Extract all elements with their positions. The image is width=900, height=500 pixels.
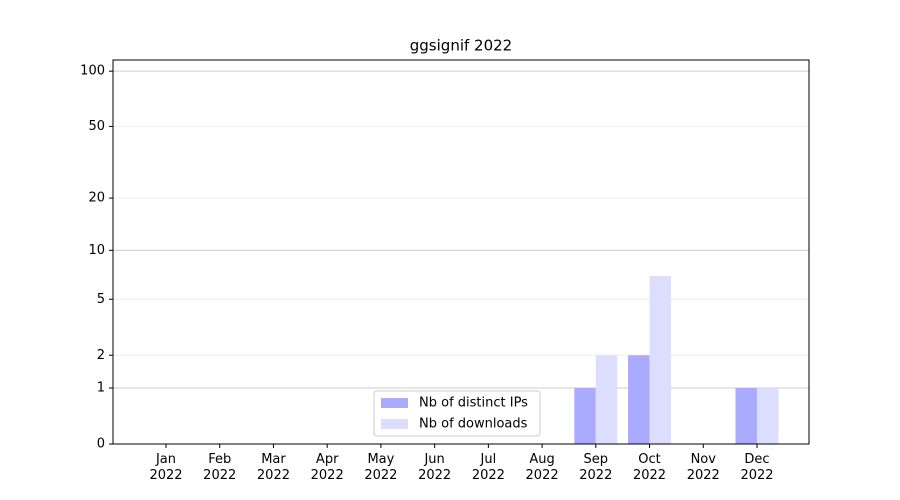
bar <box>595 355 618 444</box>
x-tick-label: Sep 2022 <box>579 452 613 483</box>
legend-label: Nb of distinct IPs <box>419 396 528 411</box>
x-tick-label: Nov 2022 <box>686 452 720 483</box>
y-tick-label: 1 <box>97 381 105 396</box>
plot-frame <box>112 59 810 445</box>
y-tick-label: 100 <box>80 64 105 79</box>
y-tick-label: 0 <box>97 437 105 452</box>
y-tick-label: 5 <box>97 292 105 307</box>
legend-box <box>373 390 541 437</box>
x-tick-label: Oct 2022 <box>632 452 667 483</box>
x-tick-label: Aug 2022 <box>525 452 559 483</box>
x-tick-label: Feb 2022 <box>203 452 237 483</box>
legend-label: Nb of downloads <box>419 417 528 432</box>
y-tick-label: 20 <box>88 191 105 206</box>
x-tick-label: Jul 2022 <box>471 452 505 483</box>
bar <box>628 355 650 444</box>
bar <box>735 388 757 444</box>
legend: Nb of distinct IPs Nb of downloads <box>373 390 541 437</box>
bar <box>649 276 672 444</box>
x-tick-label: Jun 2022 <box>418 452 452 483</box>
y-tick-label: 10 <box>88 243 105 258</box>
y-tick-label: 50 <box>88 119 105 134</box>
chart-title: ggsignif 2022 <box>410 37 512 55</box>
x-tick-label: Mar 2022 <box>256 452 290 483</box>
x-tick-label: May 2022 <box>364 452 398 483</box>
y-tick-label: 2 <box>97 348 105 363</box>
legend-swatch <box>381 419 408 429</box>
bar <box>574 388 596 444</box>
x-tick-label: Dec 2022 <box>740 452 774 483</box>
legend-swatch <box>381 398 408 408</box>
bar <box>757 388 779 444</box>
x-tick-label: Jan 2022 <box>149 452 183 483</box>
x-tick-label: Apr 2022 <box>310 452 344 483</box>
